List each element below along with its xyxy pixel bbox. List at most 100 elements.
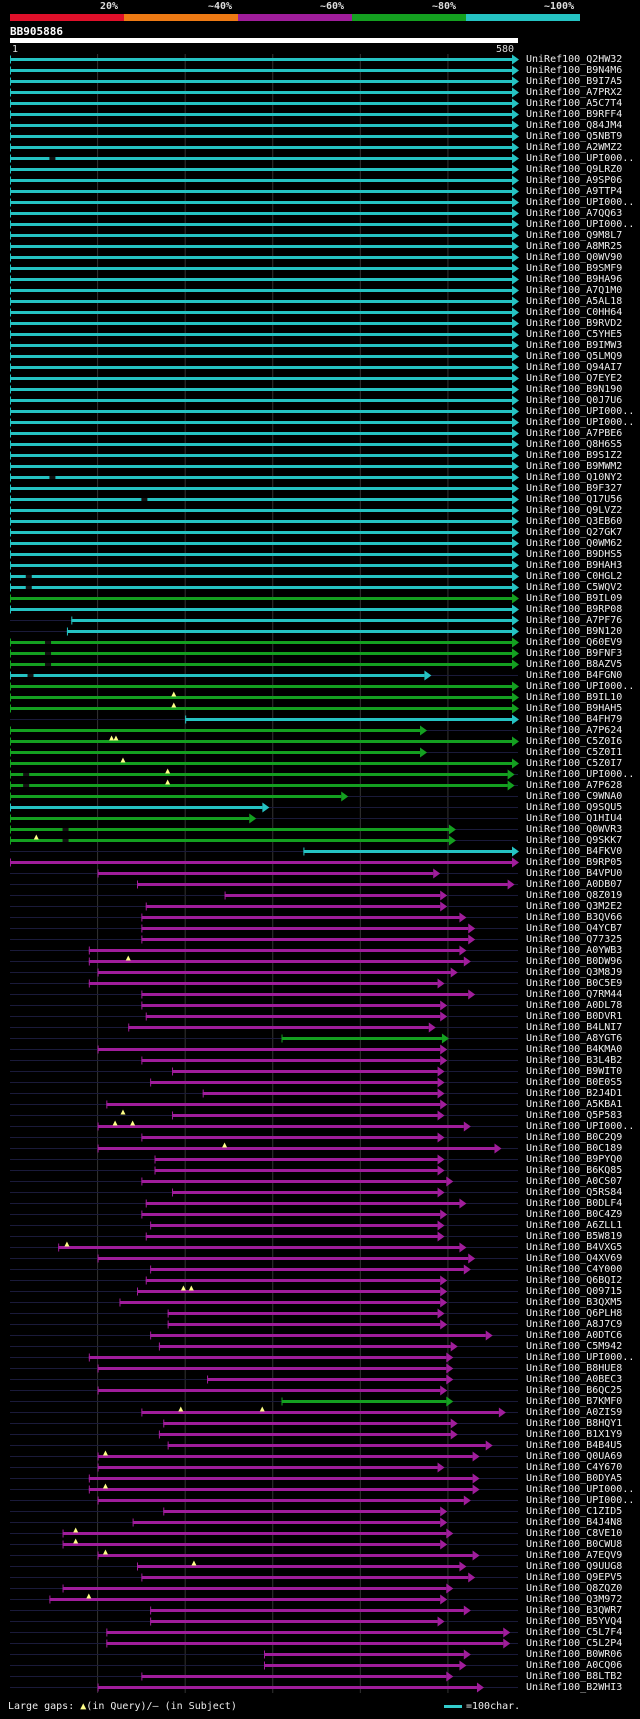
hit-name-link[interactable]: UniRef100_B9IL09 bbox=[526, 593, 623, 604]
hit-name-link[interactable]: UniRef100_B0DLF4 bbox=[526, 1198, 623, 1209]
hit-name-link[interactable]: UniRef100_B9WIT0 bbox=[526, 1066, 623, 1077]
hit-name-link[interactable]: UniRef100_C4Y000 bbox=[526, 1264, 623, 1275]
hit-name-link[interactable]: UniRef100_B9I7A5 bbox=[526, 76, 623, 87]
hit-name-link[interactable]: UniRef100_A7PBE6 bbox=[526, 428, 623, 439]
hit-name-link[interactable]: UniRef100_B5W819 bbox=[526, 1231, 623, 1242]
hit-name-link[interactable]: UniRef100_B6KQ85 bbox=[526, 1165, 623, 1176]
hit-name-link[interactable]: UniRef100_A0CS07 bbox=[526, 1176, 623, 1187]
hit-name-link[interactable]: UniRef100_UPI000.. bbox=[526, 1121, 635, 1132]
hit-name-link[interactable]: UniRef100_Q4YCB7 bbox=[526, 923, 623, 934]
hit-name-link[interactable]: UniRef100_B7KMF0 bbox=[526, 1396, 623, 1407]
hit-name-link[interactable]: UniRef100_B9HAH3 bbox=[526, 560, 623, 571]
hit-name-link[interactable]: UniRef100_UPI000.. bbox=[526, 1352, 635, 1363]
hit-name-link[interactable]: UniRef100_B8AZV5 bbox=[526, 659, 623, 670]
hit-name-link[interactable]: UniRef100_Q09715 bbox=[526, 1286, 623, 1297]
hit-name-link[interactable]: UniRef100_UPI000.. bbox=[526, 769, 635, 780]
hit-name-link[interactable]: UniRef100_A7P628 bbox=[526, 780, 623, 791]
hit-name-link[interactable]: UniRef100_Q5LMQ9 bbox=[526, 351, 623, 362]
hit-name-link[interactable]: UniRef100_UPI000.. bbox=[526, 1495, 635, 1506]
hit-name-link[interactable]: UniRef100_C8VE10 bbox=[526, 1528, 623, 1539]
hit-name-link[interactable]: UniRef100_C5Z0I6 bbox=[526, 736, 623, 747]
hit-name-link[interactable]: UniRef100_B9HA96 bbox=[526, 274, 623, 285]
hit-name-link[interactable]: UniRef100_Q3M2E2 bbox=[526, 901, 623, 912]
hit-name-link[interactable]: UniRef100_B9DHS5 bbox=[526, 549, 623, 560]
hit-name-link[interactable]: UniRef100_Q84JM4 bbox=[526, 120, 623, 131]
hit-name-link[interactable]: UniRef100_A8YGT6 bbox=[526, 1033, 623, 1044]
hit-name-link[interactable]: UniRef100_Q9EPV5 bbox=[526, 1572, 623, 1583]
hit-name-link[interactable]: UniRef100_B2WHI3 bbox=[526, 1682, 623, 1693]
hit-name-link[interactable]: UniRef100_B0DVR1 bbox=[526, 1011, 623, 1022]
hit-name-link[interactable]: UniRef100_UPI000.. bbox=[526, 197, 635, 208]
hit-name-link[interactable]: UniRef100_Q8H6S5 bbox=[526, 439, 623, 450]
hit-name-link[interactable]: UniRef100_Q0WV90 bbox=[526, 252, 623, 263]
hit-name-link[interactable]: UniRef100_A7Q1M0 bbox=[526, 285, 623, 296]
hit-name-link[interactable]: UniRef100_B9F327 bbox=[526, 483, 623, 494]
hit-name-link[interactable]: UniRef100_B9N190 bbox=[526, 384, 623, 395]
hit-name-link[interactable]: UniRef100_C4Y670 bbox=[526, 1462, 623, 1473]
hit-name-link[interactable]: UniRef100_Q3M8J9 bbox=[526, 967, 623, 978]
hit-name-link[interactable]: UniRef100_Q17U56 bbox=[526, 494, 623, 505]
hit-name-link[interactable]: UniRef100_B9N120 bbox=[526, 626, 623, 637]
hit-name-link[interactable]: UniRef100_A7QQ63 bbox=[526, 208, 623, 219]
hit-name-link[interactable]: UniRef100_B4J4N8 bbox=[526, 1517, 623, 1528]
hit-name-link[interactable]: UniRef100_B0DYA5 bbox=[526, 1473, 623, 1484]
hit-name-link[interactable]: UniRef100_B5YVQ4 bbox=[526, 1616, 623, 1627]
hit-name-link[interactable]: UniRef100_B9HAH5 bbox=[526, 703, 623, 714]
hit-name-link[interactable]: UniRef100_B8LTB2 bbox=[526, 1671, 623, 1682]
hit-name-link[interactable]: UniRef100_B9S1Z2 bbox=[526, 450, 623, 461]
hit-name-link[interactable]: UniRef100_A0BEC3 bbox=[526, 1374, 623, 1385]
hit-name-link[interactable]: UniRef100_B0DW96 bbox=[526, 956, 623, 967]
hit-name-link[interactable]: UniRef100_Q9LVZ2 bbox=[526, 505, 623, 516]
hit-name-link[interactable]: UniRef100_B9RVD2 bbox=[526, 318, 623, 329]
hit-name-link[interactable]: UniRef100_C5L7F4 bbox=[526, 1627, 623, 1638]
hit-name-link[interactable]: UniRef100_A0DL78 bbox=[526, 1000, 623, 1011]
hit-name-link[interactable]: UniRef100_Q0WVR3 bbox=[526, 824, 623, 835]
hit-name-link[interactable]: UniRef100_Q4XV69 bbox=[526, 1253, 623, 1264]
hit-name-link[interactable]: UniRef100_Q94AI7 bbox=[526, 362, 623, 373]
hit-name-link[interactable]: UniRef100_B9IMW3 bbox=[526, 340, 623, 351]
hit-name-link[interactable]: UniRef100_B1X1Y9 bbox=[526, 1429, 623, 1440]
hit-name-link[interactable]: UniRef100_A6ZLL1 bbox=[526, 1220, 623, 1231]
hit-name-link[interactable]: UniRef100_Q10NY2 bbox=[526, 472, 623, 483]
hit-name-link[interactable]: UniRef100_A8J7C9 bbox=[526, 1319, 623, 1330]
hit-name-link[interactable]: UniRef100_C0HH64 bbox=[526, 307, 623, 318]
hit-name-link[interactable]: UniRef100_A9SP06 bbox=[526, 175, 623, 186]
hit-name-link[interactable]: UniRef100_B4FKV0 bbox=[526, 846, 623, 857]
hit-name-link[interactable]: UniRef100_A0CQ06 bbox=[526, 1660, 623, 1671]
hit-name-link[interactable]: UniRef100_A0YWB3 bbox=[526, 945, 623, 956]
hit-name-link[interactable]: UniRef100_UPI000.. bbox=[526, 406, 635, 417]
hit-name-link[interactable]: UniRef100_B9RP08 bbox=[526, 604, 623, 615]
hit-name-link[interactable]: UniRef100_Q5P583 bbox=[526, 1110, 623, 1121]
hit-name-link[interactable]: UniRef100_B0C2Q9 bbox=[526, 1132, 623, 1143]
hit-name-link[interactable]: UniRef100_C5YHE5 bbox=[526, 329, 623, 340]
hit-name-link[interactable]: UniRef100_B4KMA0 bbox=[526, 1044, 623, 1055]
hit-name-link[interactable]: UniRef100_UPI000.. bbox=[526, 153, 635, 164]
hit-name-link[interactable]: UniRef100_Q9SKK7 bbox=[526, 835, 623, 846]
hit-name-link[interactable]: UniRef100_A2WMZ2 bbox=[526, 142, 623, 153]
hit-name-link[interactable]: UniRef100_Q60EV9 bbox=[526, 637, 623, 648]
hit-name-link[interactable]: UniRef100_Q2HW32 bbox=[526, 54, 623, 65]
hit-name-link[interactable]: UniRef100_A7P624 bbox=[526, 725, 623, 736]
hit-name-link[interactable]: UniRef100_B4B4U5 bbox=[526, 1440, 623, 1451]
hit-name-link[interactable]: UniRef100_B0E0S5 bbox=[526, 1077, 623, 1088]
hit-name-link[interactable]: UniRef100_Q27GK7 bbox=[526, 527, 623, 538]
hit-name-link[interactable]: UniRef100_B9PYQ0 bbox=[526, 1154, 623, 1165]
hit-name-link[interactable]: UniRef100_C1ZID5 bbox=[526, 1506, 623, 1517]
hit-name-link[interactable]: UniRef100_Q9UUG8 bbox=[526, 1561, 623, 1572]
hit-name-link[interactable]: UniRef100_B0C189 bbox=[526, 1143, 623, 1154]
hit-name-link[interactable]: UniRef100_A0ZIS9 bbox=[526, 1407, 623, 1418]
hit-name-link[interactable]: UniRef100_B6QC25 bbox=[526, 1385, 623, 1396]
hit-name-link[interactable]: UniRef100_A8MR25 bbox=[526, 241, 623, 252]
hit-name-link[interactable]: UniRef100_Q0J7U6 bbox=[526, 395, 623, 406]
hit-name-link[interactable]: UniRef100_A7EQV9 bbox=[526, 1550, 623, 1561]
hit-name-link[interactable]: UniRef100_B0C4Z9 bbox=[526, 1209, 623, 1220]
hit-name-link[interactable]: UniRef100_B4VPU0 bbox=[526, 868, 623, 879]
hit-name-link[interactable]: UniRef100_UPI000.. bbox=[526, 681, 635, 692]
hit-name-link[interactable]: UniRef100_B8HQY1 bbox=[526, 1418, 623, 1429]
hit-name-link[interactable]: UniRef100_B9FNF3 bbox=[526, 648, 623, 659]
hit-name-link[interactable]: UniRef100_Q0UA69 bbox=[526, 1451, 623, 1462]
hit-name-link[interactable]: UniRef100_B3QV66 bbox=[526, 912, 623, 923]
hit-name-link[interactable]: UniRef100_Q5RS84 bbox=[526, 1187, 623, 1198]
hit-name-link[interactable]: UniRef100_A0DB07 bbox=[526, 879, 623, 890]
hit-name-link[interactable]: UniRef100_B4VXG5 bbox=[526, 1242, 623, 1253]
